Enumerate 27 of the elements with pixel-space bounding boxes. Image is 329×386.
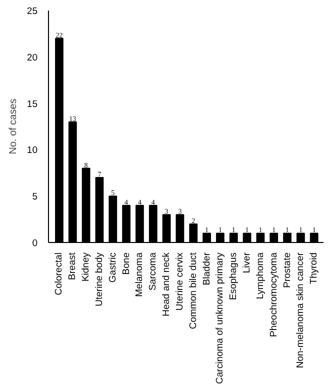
x-tick-label: Bone [120, 252, 132, 275]
x-tick-label: Carcinoma of unknown primary [214, 252, 226, 384]
y-tick-label: 25 [26, 6, 38, 17]
x-tick-label: Colorectal [54, 252, 65, 296]
x-tick-label: Non-melanoma skin cancer [295, 252, 306, 368]
x-tick-label: Gastric [107, 252, 118, 283]
x-tick-label: Bladder [201, 252, 212, 286]
x-tick-label: Melanoma [134, 252, 146, 297]
y-axis-title: No. of cases [8, 98, 19, 154]
x-tick-label: Kidney [80, 252, 92, 282]
x-tick-label: Liver [242, 252, 253, 274]
x-tick-label: Head and neck [161, 252, 172, 316]
x-tick-label: Esophagus [228, 252, 240, 300]
x-tick-label: Sarcoma [148, 252, 159, 291]
x-tick-label: Uterine cervix [174, 252, 186, 311]
x-tick-label: Thyroid [308, 252, 320, 284]
x-tick-label: Prostate [282, 252, 293, 288]
x-tick-label: Pheochromocytoma [268, 252, 280, 337]
x-tick-label: Lymphoma [254, 252, 266, 300]
y-tick-label: 0 [32, 238, 38, 249]
y-tick-label: 10 [26, 145, 38, 156]
x-tick-label: Breast [67, 252, 78, 280]
x-tick-label: Common bile duct [188, 252, 199, 330]
x-tick-label: Uterine body [94, 252, 105, 306]
y-tick-label: 15 [26, 98, 38, 110]
y-tick-label: 20 [26, 52, 38, 64]
y-tick-label: 5 [32, 192, 38, 203]
